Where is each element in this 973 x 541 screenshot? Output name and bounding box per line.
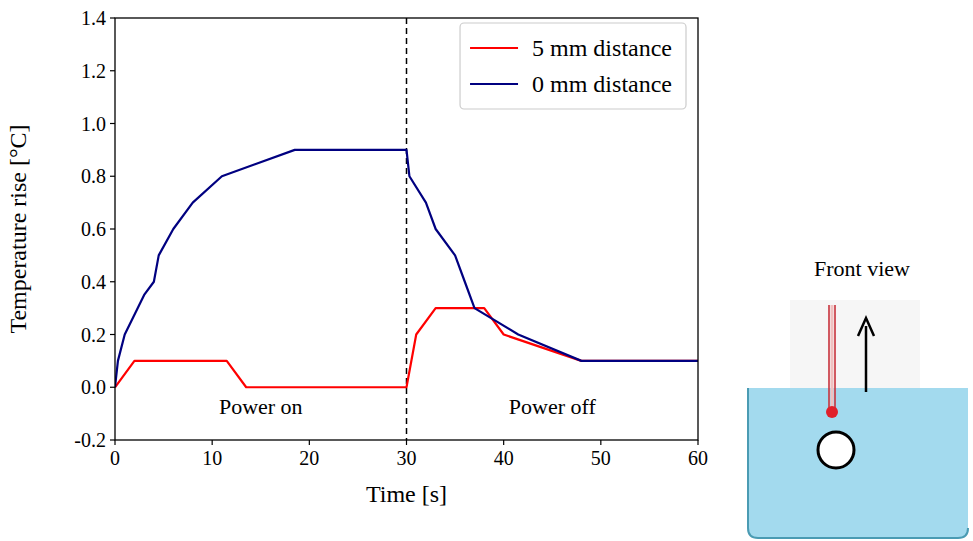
x-tick-label: 40 <box>494 447 514 469</box>
annotation: Power off <box>509 394 597 419</box>
beaker-wall <box>748 388 968 538</box>
y-tick <box>110 123 115 124</box>
x-tick <box>503 440 504 445</box>
y-tick-label: 0.4 <box>81 271 106 293</box>
y-tick <box>110 334 115 335</box>
x-tick-label: 0 <box>110 447 120 469</box>
legend-swatch <box>470 83 518 85</box>
figure: 0 10 20 30 40 50 60 -0.2 0.0 0.2 0.4 0.6 0.8 1.0 1.2 1.… <box>0 0 973 541</box>
annotation: Power on <box>219 394 303 419</box>
y-tick <box>110 70 115 71</box>
y-tick-label: 1.2 <box>81 60 106 82</box>
move-arrow-head <box>858 318 874 336</box>
y-tick <box>110 17 115 18</box>
legend: 5 mm distance 0 mm distance <box>460 23 686 109</box>
x-tick <box>406 440 407 445</box>
y-tick-label: 0.0 <box>81 376 106 398</box>
legend-label: 5 mm distance <box>532 35 672 61</box>
x-tick <box>600 440 601 445</box>
series-line <box>115 150 698 387</box>
y-tick <box>110 387 115 388</box>
y-tick <box>110 176 115 177</box>
x-tick-label: 10 <box>202 447 222 469</box>
legend-frame <box>460 23 686 109</box>
y-tick-label: 0.6 <box>81 218 106 240</box>
x-tick-label: 60 <box>688 447 708 469</box>
y-tick-label: 1.0 <box>81 113 106 135</box>
legend-swatch <box>470 47 518 49</box>
series-line <box>115 308 698 387</box>
y-tick-label: 1.4 <box>81 7 106 29</box>
y-tick-label: 0.8 <box>81 165 106 187</box>
x-tick-label: 50 <box>591 447 611 469</box>
power-switch-line <box>406 18 408 440</box>
x-tick-label: 20 <box>299 447 319 469</box>
inset-front-view: Front view <box>748 256 968 538</box>
y-axis-title: Temperature rise [°C] <box>5 124 31 333</box>
inset-title: Front view <box>814 256 910 281</box>
thermometer-bulb <box>826 406 838 418</box>
x-tick-label: 30 <box>397 447 417 469</box>
plot-frame <box>115 18 698 440</box>
glass-top <box>790 300 920 388</box>
water <box>748 388 968 538</box>
sample-object <box>818 432 854 468</box>
plot-lines <box>115 150 698 387</box>
thermometer <box>828 305 830 408</box>
y-tick-label: 0.2 <box>81 324 106 346</box>
move-arrow <box>865 326 868 392</box>
x-tick <box>114 440 115 445</box>
y-tick-label: -0.2 <box>74 429 106 451</box>
y-tick <box>110 281 115 282</box>
legend-label: 0 mm distance <box>532 71 672 97</box>
thermometer <box>834 305 836 408</box>
x-axis-title: Time [s] <box>366 481 447 507</box>
y-tick <box>110 228 115 229</box>
x-tick <box>697 440 698 445</box>
x-tick <box>212 440 213 445</box>
thermometer <box>831 305 834 408</box>
y-tick <box>110 439 115 440</box>
x-tick <box>309 440 310 445</box>
